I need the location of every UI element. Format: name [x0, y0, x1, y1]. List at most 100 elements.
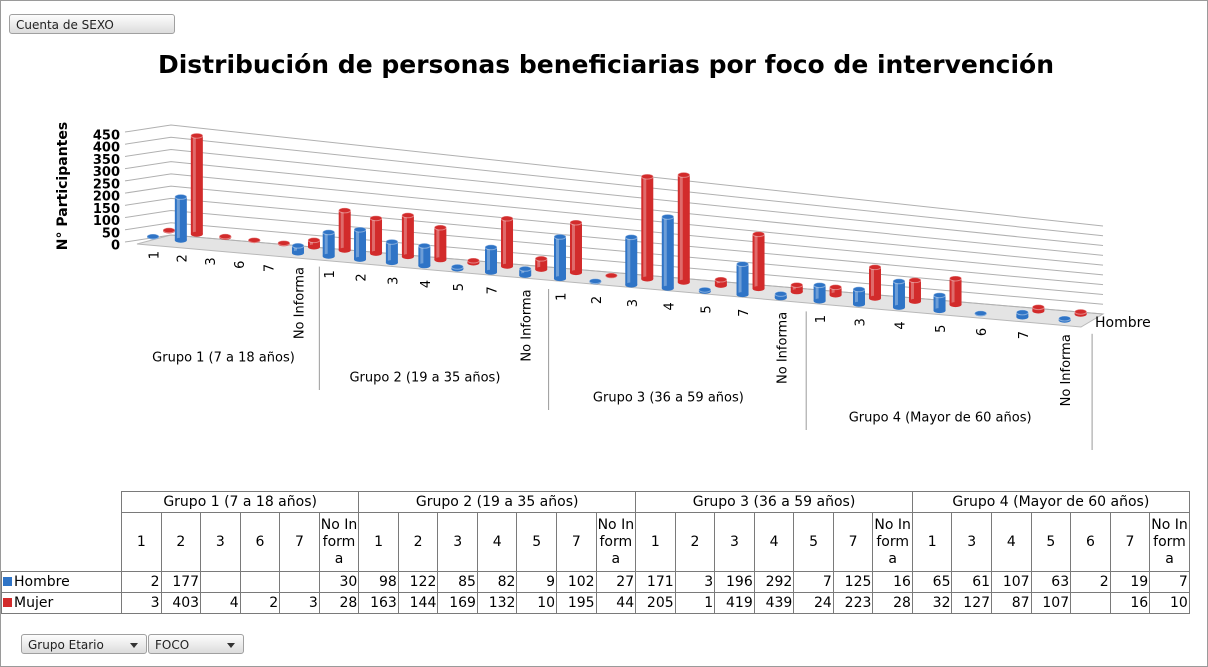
column — [466, 257, 480, 266]
table-value: 195 — [556, 592, 597, 614]
table-value: 2 — [239, 592, 281, 614]
column-top — [500, 215, 514, 222]
column-body — [291, 245, 304, 253]
x-tick-label: 4 — [893, 321, 908, 329]
column-body — [485, 247, 498, 273]
column-shine — [679, 174, 683, 283]
category-header: 5 — [516, 512, 558, 572]
column-top — [949, 275, 963, 282]
column — [518, 265, 532, 278]
table-value: 7 — [1149, 571, 1190, 593]
column — [829, 284, 843, 298]
column-top — [277, 240, 291, 247]
category-header: 2 — [397, 512, 439, 572]
group-header: Grupo 4 (Mayor de 60 años) — [911, 491, 1190, 513]
column-body — [338, 210, 351, 251]
table-value: 10 — [516, 592, 558, 614]
table-value: 65 — [911, 571, 953, 593]
x-tick-label: No Informa — [1059, 334, 1074, 406]
column-body — [868, 267, 881, 299]
column — [1031, 304, 1045, 314]
column-top — [892, 278, 906, 285]
table-value: 196 — [714, 571, 755, 593]
column-base — [291, 250, 304, 256]
column-top — [338, 207, 352, 214]
group-row: Grupo 1 (7 a 18 años) Grupo 2 (19 a 35 añ… — [2, 491, 1190, 513]
y-tick-label: 350 — [93, 153, 120, 168]
x-tick-label: 1 — [554, 293, 569, 301]
column — [661, 213, 675, 291]
table-value: 82 — [476, 571, 518, 593]
column — [790, 281, 804, 295]
y-tick-label: 100 — [93, 214, 120, 229]
column-body — [752, 234, 765, 289]
grid-line — [124, 161, 1104, 256]
grid-line — [124, 185, 1104, 276]
column-shine — [831, 287, 835, 295]
table-value: 85 — [437, 571, 478, 593]
column — [247, 237, 261, 244]
y-tick-label: 250 — [93, 177, 120, 192]
table-value: 2 — [1070, 571, 1111, 593]
column-body — [307, 240, 320, 247]
column-base — [1032, 308, 1045, 314]
column-top — [466, 257, 480, 264]
column — [218, 233, 232, 240]
table-value: 28 — [872, 592, 913, 614]
grid-line — [124, 148, 1104, 247]
x-tick-label: 3 — [853, 318, 868, 326]
column-top — [146, 233, 160, 240]
table-value: 3 — [279, 592, 320, 614]
column-base — [307, 244, 320, 250]
category-header: 1 — [911, 512, 953, 572]
category-header: 3 — [200, 512, 241, 572]
filter-label: FOCO — [155, 638, 190, 652]
column-body — [190, 135, 203, 235]
category-header: 7 — [1109, 512, 1151, 572]
x-tick-label: 3 — [386, 277, 401, 285]
data-table: Grupo 1 (7 a 18 años) Grupo 2 (19 a 35 añ… — [1, 491, 1190, 614]
column-body — [569, 222, 582, 273]
column-base — [174, 237, 187, 243]
table-value: 403 — [160, 592, 202, 614]
dropdown-arrow — [227, 643, 235, 648]
category-header: 7 — [556, 512, 597, 572]
column — [908, 277, 922, 304]
column — [1074, 308, 1088, 317]
column-base — [813, 298, 826, 304]
column-top — [698, 286, 712, 293]
x-tick-label: No Informa — [520, 289, 535, 361]
column — [774, 290, 788, 301]
series-header: Hombre — [1, 571, 122, 593]
filter-button[interactable]: FOCO — [148, 634, 244, 654]
column — [174, 193, 188, 243]
category-header: 3 — [437, 512, 478, 572]
column-body — [829, 287, 842, 295]
column-top — [640, 173, 654, 180]
column-top — [322, 229, 336, 236]
column-base — [401, 254, 414, 260]
x-tick-label: 7 — [486, 286, 501, 294]
column — [852, 286, 866, 307]
column-top — [774, 290, 788, 297]
table-value: 3 — [121, 592, 162, 614]
filter-button[interactable]: Grupo Etario — [21, 634, 147, 654]
group-header: Grupo 3 (36 a 59 años) — [635, 491, 913, 513]
category-header: 4 — [476, 512, 518, 572]
column-top — [569, 219, 583, 226]
column — [949, 275, 963, 308]
column-body — [385, 241, 398, 263]
x-tick-label: 2 — [590, 296, 605, 304]
column — [698, 286, 712, 294]
field-button[interactable]: Cuenta de SEXO — [9, 14, 175, 34]
category-header: 1 — [635, 512, 676, 572]
column-shine — [372, 218, 376, 254]
column-shine — [356, 229, 360, 260]
column-body — [401, 215, 414, 257]
x-tick-label: 7 — [737, 309, 752, 317]
column-shine — [537, 258, 541, 270]
x-tick-label: No Informa — [292, 267, 307, 339]
series-header: Mujer — [1, 592, 122, 614]
column-body — [949, 278, 962, 305]
table-value: 3 — [674, 571, 716, 593]
